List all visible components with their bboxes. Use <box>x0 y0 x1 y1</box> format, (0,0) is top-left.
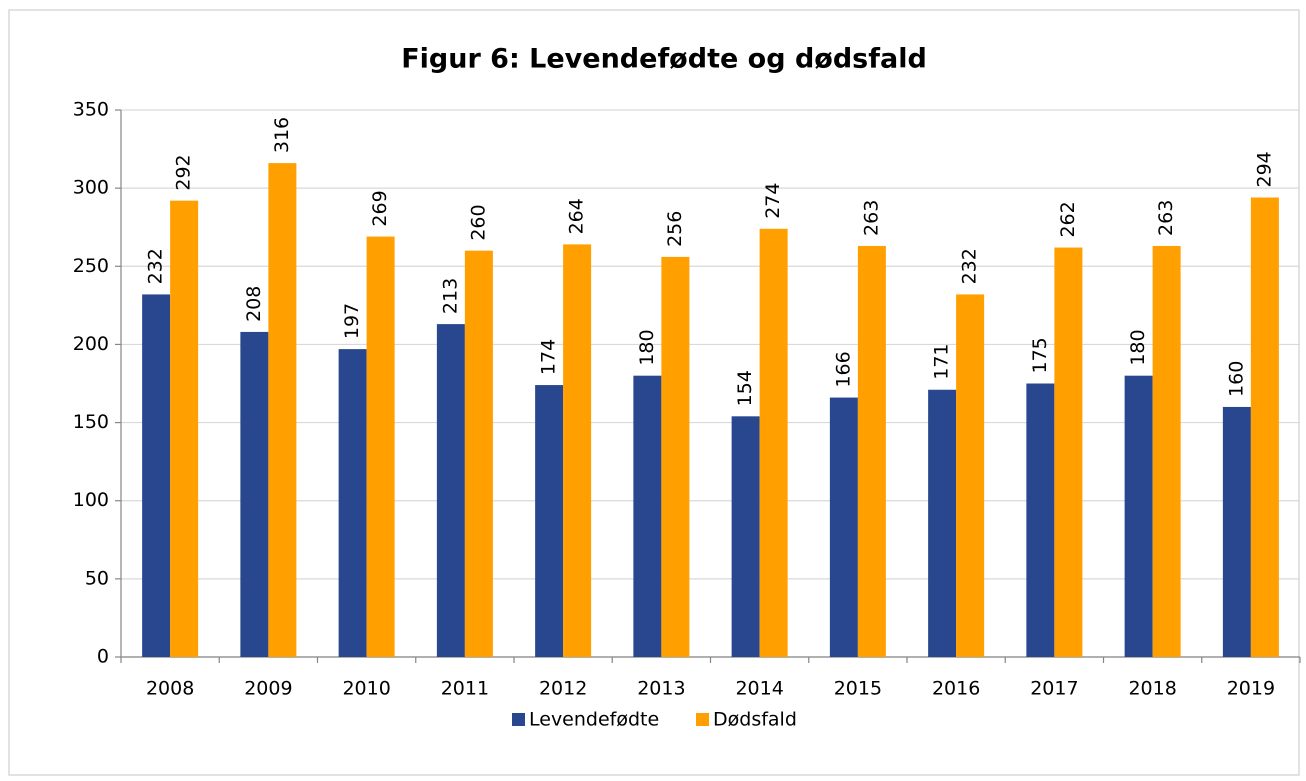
bar <box>829 397 858 657</box>
data-label: 260 <box>467 204 489 240</box>
data-label: 197 <box>341 303 363 339</box>
y-tick-label: 350 <box>73 99 109 121</box>
legend-swatch <box>696 713 709 726</box>
bar <box>759 228 788 657</box>
x-tick-label: 2011 <box>441 678 489 700</box>
legend-label: Levendefødte <box>529 709 659 731</box>
data-label: 208 <box>243 286 265 322</box>
data-label: 171 <box>931 343 953 379</box>
y-tick-label: 100 <box>73 489 109 511</box>
x-tick-label: 2016 <box>932 678 980 700</box>
bar <box>535 385 564 657</box>
data-label: 316 <box>271 117 293 153</box>
data-label: 263 <box>1155 200 1177 236</box>
data-label: 180 <box>1127 329 1149 365</box>
data-label: 269 <box>369 190 391 226</box>
data-label: 175 <box>1029 337 1051 373</box>
data-label: 166 <box>832 351 854 387</box>
data-label: 256 <box>664 211 686 247</box>
bar <box>464 250 493 657</box>
x-tick-label: 2015 <box>834 678 882 700</box>
data-label: 154 <box>734 370 756 406</box>
chart-title: Figur 6: Levendefødte og dødsfald <box>401 44 927 75</box>
x-tick-label: 2013 <box>637 678 685 700</box>
data-label: 263 <box>860 200 882 236</box>
bar <box>563 244 592 658</box>
data-label: 213 <box>439 278 461 314</box>
data-label: 262 <box>1057 201 1079 237</box>
y-tick-label: 200 <box>73 333 109 355</box>
data-label: 232 <box>959 248 981 284</box>
y-tick-label: 50 <box>85 567 109 589</box>
x-tick-label: 2018 <box>1128 678 1176 700</box>
data-label: 160 <box>1225 361 1247 397</box>
y-tick-label: 250 <box>73 255 109 277</box>
y-tick-label: 300 <box>73 177 109 199</box>
data-label: 232 <box>145 248 167 284</box>
x-tick-label: 2017 <box>1030 678 1078 700</box>
bar <box>1124 375 1153 657</box>
bar <box>1026 383 1055 657</box>
bar <box>928 389 957 657</box>
x-tick-label: 2010 <box>342 678 390 700</box>
legend-swatch <box>512 713 525 726</box>
bar <box>857 245 886 657</box>
x-tick-label: 2009 <box>244 678 292 700</box>
bar <box>268 163 297 657</box>
bar <box>1222 406 1251 657</box>
bar <box>1152 245 1181 657</box>
data-label: 264 <box>566 198 588 234</box>
bar <box>956 294 985 657</box>
bar <box>1054 247 1083 657</box>
y-tick-label: 150 <box>73 411 109 433</box>
data-label: 180 <box>636 329 658 365</box>
bar <box>142 294 171 657</box>
data-label: 174 <box>538 339 560 375</box>
bar <box>1250 197 1279 657</box>
legend-label: Dødsfald <box>713 709 797 731</box>
data-label: 274 <box>762 183 784 219</box>
x-tick-label: 2019 <box>1227 678 1275 700</box>
data-label: 294 <box>1253 151 1275 187</box>
bar <box>436 324 465 657</box>
bar <box>731 416 760 657</box>
bar <box>633 375 662 657</box>
x-tick-label: 2012 <box>539 678 587 700</box>
x-tick-label: 2008 <box>146 678 194 700</box>
data-label: 292 <box>173 154 195 190</box>
bar <box>661 256 690 657</box>
y-tick-label: 0 <box>97 646 109 668</box>
bar <box>240 331 269 657</box>
x-tick-label: 2014 <box>735 678 783 700</box>
bar <box>170 200 199 657</box>
bar <box>366 236 395 657</box>
bar <box>338 349 367 657</box>
